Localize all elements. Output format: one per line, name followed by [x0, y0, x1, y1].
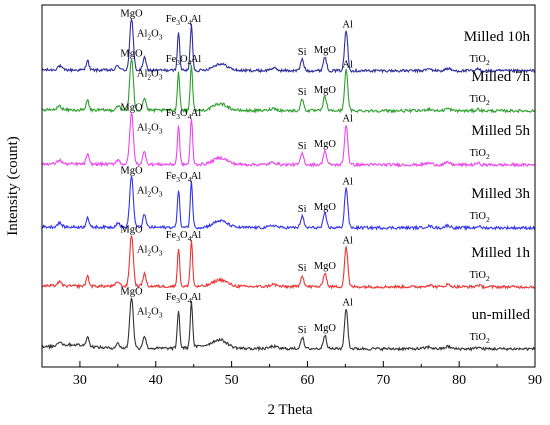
peak-label: Fe3O4	[166, 14, 192, 27]
peak-label: Fe3O4	[166, 230, 192, 243]
peak-label: TiO2	[469, 211, 490, 224]
series-line	[41, 297, 536, 352]
peak-label: MgO	[314, 261, 337, 272]
x-tick-label: 60	[300, 373, 314, 388]
peak-label: Fe3O4	[166, 171, 192, 184]
series-line	[41, 59, 536, 114]
y-axis-title: Intensity (count)	[5, 136, 21, 236]
peak-label: Al	[342, 60, 353, 71]
series-line	[41, 17, 536, 74]
series-label: Milled 1h	[471, 245, 530, 261]
x-tick-label: 70	[376, 373, 390, 388]
peak-label: Si	[298, 47, 307, 58]
series-label: Milled 3h	[471, 186, 530, 202]
peak-label: MgO	[120, 102, 143, 113]
peak-label: Si	[298, 325, 307, 336]
peak-label: Al	[342, 114, 353, 125]
peak-label: MgO	[314, 323, 337, 334]
x-tick-label: 80	[452, 373, 466, 388]
peak-label: Si	[298, 87, 307, 98]
peak-label: Al2O3	[137, 68, 163, 81]
series-label: Milled 7h	[471, 69, 530, 85]
peak-label: MgO	[120, 286, 143, 297]
peak-label: MgO	[314, 45, 337, 56]
peak-label: Si	[298, 263, 307, 274]
peak-label: Al	[191, 14, 202, 25]
x-axis-title: 2 Theta	[267, 402, 312, 418]
x-axis: 30 40 50 60 70 80 90	[41, 361, 542, 388]
peak-label: Al	[342, 177, 353, 188]
peak-label: TiO2	[469, 94, 490, 107]
peak-label: Al	[191, 54, 202, 65]
series-label: Milled 10h	[464, 29, 531, 45]
peak-label: MgO	[120, 48, 143, 59]
peak-label: Fe3O4	[166, 292, 192, 305]
series-line	[41, 235, 536, 290]
peak-label: Al	[191, 230, 202, 241]
peak-label: Fe3O4	[166, 108, 192, 121]
peak-label: TiO2	[469, 148, 490, 161]
series-label: un-milled	[472, 307, 531, 323]
peak-label: MgO	[314, 202, 337, 213]
peak-label: Al	[342, 20, 353, 31]
peak-label: TiO2	[469, 270, 490, 283]
peak-label: Al2O3	[137, 244, 163, 257]
peak-label: MgO	[120, 8, 143, 19]
plot-frame	[41, 4, 536, 368]
peak-label: Al	[342, 298, 353, 309]
series-label: Milled 5h	[471, 123, 530, 139]
peak-label: Fe3O4	[166, 54, 192, 67]
series-line	[41, 112, 536, 168]
peak-label: Al	[191, 108, 202, 119]
x-tick-label: 90	[528, 373, 542, 388]
peak-label: Si	[298, 141, 307, 152]
peak-label: TiO2	[469, 332, 490, 345]
peak-label: Al	[191, 292, 202, 303]
x-tick-label: 30	[73, 373, 87, 388]
peak-label: TiO2	[469, 54, 490, 67]
peak-label: Al2O3	[137, 185, 163, 198]
peak-label: Al	[191, 171, 202, 182]
peak-label: MgO	[120, 224, 143, 235]
x-tick-label: 50	[225, 373, 239, 388]
peak-label: Si	[298, 204, 307, 215]
peak-label: Al	[342, 236, 353, 247]
peak-label: Al2O3	[137, 122, 163, 135]
peak-label: Al2O3	[137, 28, 163, 41]
series-line	[41, 175, 536, 232]
peak-label: Al2O3	[137, 306, 163, 319]
series-traces	[41, 17, 536, 352]
peak-label: MgO	[314, 85, 337, 96]
peak-label: MgO	[314, 139, 337, 150]
peak-label: MgO	[120, 165, 143, 176]
x-tick-label: 40	[149, 373, 163, 388]
